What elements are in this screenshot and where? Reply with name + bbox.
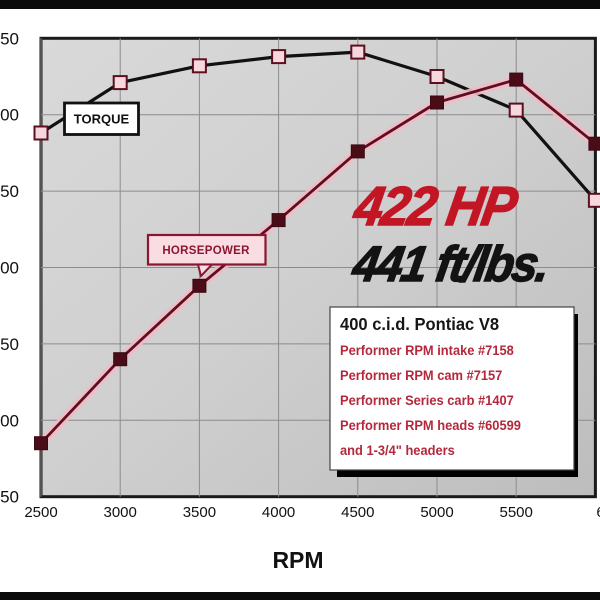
svg-text:HORSEPOWER: HORSEPOWER: [162, 245, 250, 257]
svg-text:Performer RPM intake #7158: Performer RPM intake #7158: [340, 343, 514, 359]
svg-text:Performer Series carb #1407: Performer Series carb #1407: [340, 393, 514, 409]
svg-text:Performer RPM heads #60599: Performer RPM heads #60599: [340, 418, 521, 434]
svg-text:250: 250: [0, 335, 19, 354]
svg-text:Performer RPM cam #7157: Performer RPM cam #7157: [340, 368, 502, 384]
svg-text:5500: 5500: [500, 504, 533, 521]
svg-text:6000: 6000: [596, 504, 600, 521]
svg-text:5000: 5000: [420, 504, 453, 521]
svg-text:150: 150: [0, 488, 19, 507]
svg-text:3000: 3000: [104, 504, 137, 521]
svg-text:TORQUE: TORQUE: [74, 112, 130, 127]
svg-text:3500: 3500: [183, 504, 216, 521]
svg-text:200: 200: [0, 411, 19, 430]
svg-text:4000: 4000: [262, 504, 295, 521]
svg-text:400 c.i.d. Pontiac V8: 400 c.i.d. Pontiac V8: [340, 313, 499, 334]
svg-text:RPM: RPM: [272, 547, 323, 573]
svg-text:and 1-3/4" headers: and 1-3/4" headers: [340, 443, 455, 459]
svg-text:2500: 2500: [24, 504, 57, 521]
svg-text:4500: 4500: [341, 504, 374, 521]
svg-text:300: 300: [0, 259, 19, 278]
svg-text:441 ft/lbs.: 441 ft/lbs.: [348, 237, 552, 293]
svg-text:400: 400: [0, 106, 19, 125]
svg-text:422 HP: 422 HP: [349, 177, 522, 238]
svg-text:450: 450: [0, 29, 19, 48]
svg-text:350: 350: [0, 182, 19, 201]
